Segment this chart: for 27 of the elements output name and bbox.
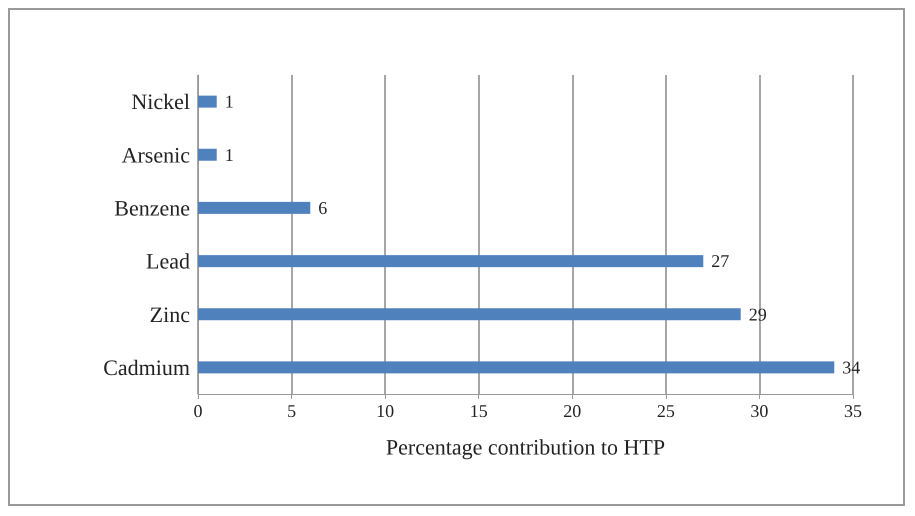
data-label: 1	[224, 92, 234, 112]
y-tick-label: Benzene	[114, 195, 190, 220]
data-label: 6	[318, 198, 328, 218]
data-label: 27	[711, 251, 730, 272]
bar	[198, 202, 310, 214]
x-tick-label: 0	[194, 401, 202, 421]
x-tick-label: 15	[470, 401, 488, 421]
x-tick-label: 10	[376, 401, 394, 421]
y-tick-label: Cadmium	[103, 354, 190, 380]
bar	[198, 255, 704, 268]
x-axis-title: Percentage contribution to HTP	[386, 434, 666, 460]
data-label: 1	[224, 144, 234, 165]
bar	[198, 148, 217, 161]
data-label: 34	[842, 357, 860, 378]
x-tick-label: 25	[656, 401, 675, 421]
x-tick-label: 30	[750, 401, 768, 421]
y-tick-label: Nickel	[131, 89, 190, 114]
x-tick-label: 5	[287, 401, 296, 421]
bar	[198, 308, 741, 320]
x-tick-label: 20	[563, 401, 582, 421]
y-tick-label: Lead	[146, 248, 190, 274]
bar	[198, 361, 834, 374]
y-tick-label: Arsenic	[122, 142, 190, 168]
data-label: 29	[748, 304, 767, 324]
y-tick-label: Zinc	[150, 302, 190, 327]
bar	[198, 96, 217, 108]
x-tick-label: 35	[844, 401, 862, 421]
